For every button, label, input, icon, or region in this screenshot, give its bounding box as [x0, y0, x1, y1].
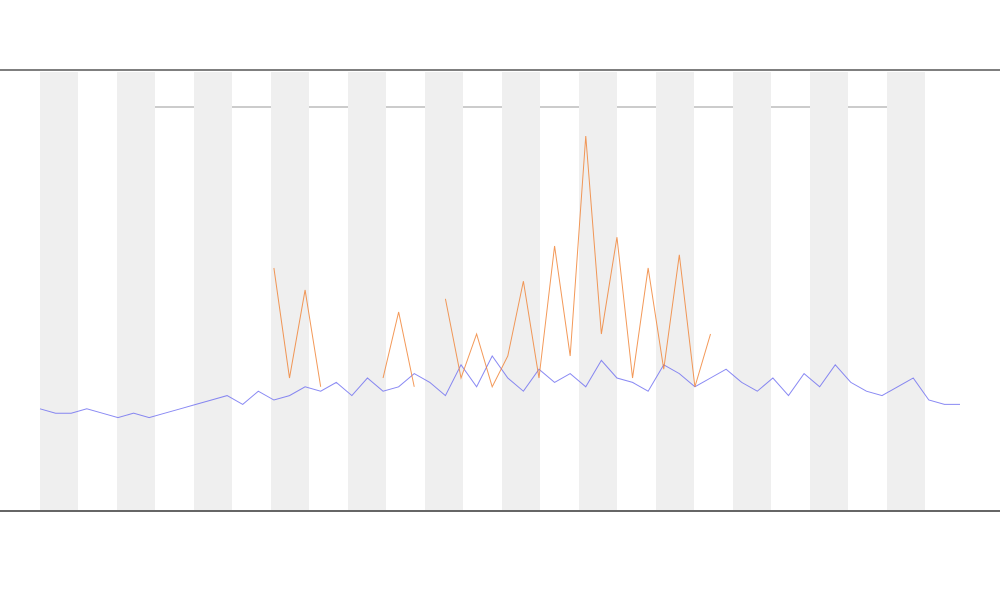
- shade-band: [425, 72, 463, 510]
- shade-band: [194, 72, 232, 510]
- shade-band: [810, 72, 848, 510]
- shade-band: [502, 72, 540, 510]
- shade-band: [887, 72, 925, 510]
- shade-band: [348, 72, 386, 510]
- shade-band: [656, 72, 694, 510]
- series-line: [39, 355, 960, 419]
- shade-band: [733, 72, 771, 510]
- shade-band: [117, 72, 155, 510]
- shade-band: [40, 72, 78, 510]
